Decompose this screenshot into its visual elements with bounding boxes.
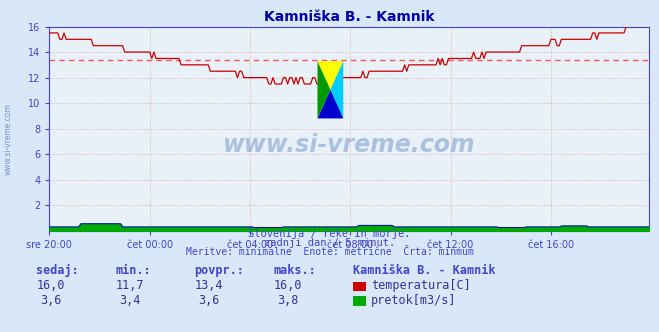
Text: Slovenija / reke in morje.: Slovenija / reke in morje. bbox=[248, 229, 411, 239]
Text: Kamniška B. - Kamnik: Kamniška B. - Kamnik bbox=[353, 264, 495, 277]
Text: pretok[m3/s]: pretok[m3/s] bbox=[371, 294, 457, 307]
Text: 3,6: 3,6 bbox=[40, 294, 61, 307]
Text: min.:: min.: bbox=[115, 264, 151, 277]
Polygon shape bbox=[318, 61, 343, 90]
Text: 11,7: 11,7 bbox=[115, 279, 144, 292]
Text: sedaj:: sedaj: bbox=[36, 264, 79, 277]
Text: maks.:: maks.: bbox=[273, 264, 316, 277]
Text: 3,4: 3,4 bbox=[119, 294, 140, 307]
Polygon shape bbox=[318, 61, 330, 119]
Text: 3,8: 3,8 bbox=[277, 294, 299, 307]
Text: 16,0: 16,0 bbox=[36, 279, 65, 292]
Title: Kamniška B. - Kamnik: Kamniška B. - Kamnik bbox=[264, 10, 434, 24]
Text: Meritve: minimalne  Enote: metrične  Črta: minmum: Meritve: minimalne Enote: metrične Črta:… bbox=[186, 247, 473, 257]
Polygon shape bbox=[330, 61, 343, 119]
Polygon shape bbox=[318, 90, 343, 119]
Text: 3,6: 3,6 bbox=[198, 294, 219, 307]
Text: temperatura[C]: temperatura[C] bbox=[371, 279, 471, 292]
Text: www.si-vreme.com: www.si-vreme.com bbox=[3, 104, 13, 175]
Text: zadnji dan / 5 minut.: zadnji dan / 5 minut. bbox=[264, 238, 395, 248]
Text: povpr.:: povpr.: bbox=[194, 264, 244, 277]
Text: www.si-vreme.com: www.si-vreme.com bbox=[223, 133, 476, 157]
Text: 16,0: 16,0 bbox=[273, 279, 302, 292]
Text: 13,4: 13,4 bbox=[194, 279, 223, 292]
